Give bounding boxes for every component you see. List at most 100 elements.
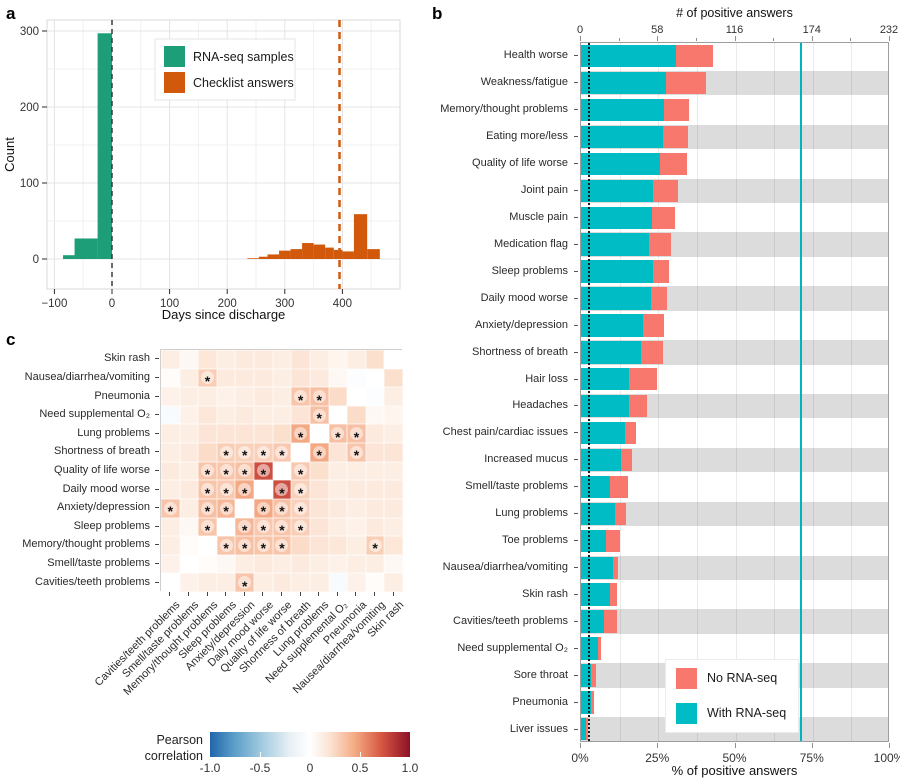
heatmap-cell [291,405,310,425]
heatmap-cell: * [235,536,255,556]
bar-category-label: Headaches [512,399,568,412]
heatmap-cell [198,405,217,425]
top-axis-title: # of positive answers [676,6,793,20]
significance-marker: * [235,536,254,556]
asterisk-icon: * [238,576,252,594]
bar-no-rnaseq [652,260,670,283]
asterisk-icon: * [256,445,270,463]
heatmap-col-tick [243,592,245,596]
bar-category-label: Memory/thought problems [440,103,568,116]
asterisk-glyph: * [223,447,229,464]
asterisk-icon: * [275,501,289,519]
histogram-bar [353,214,368,259]
bar-category-label: Muscle pain [509,211,568,223]
heatmap-cell: * [216,536,236,556]
row-tick [574,540,578,542]
bar-with-rnaseq [581,233,649,256]
row-tick [574,647,578,649]
heatmap-cell [291,350,310,369]
top-tick-mark [657,36,659,41]
heatmap-cell: * [235,443,255,463]
heatmap-cell [309,554,329,574]
histogram-bar [247,258,259,259]
heatmap-cell: * [216,443,236,464]
bar-with-rnaseq [581,71,666,95]
heatmap-cell [161,536,180,555]
significance-marker: * [291,480,310,501]
bar-no-rnaseq [591,691,594,714]
bottom-tick-label: 100% [873,751,900,765]
asterisk-glyph: * [297,521,304,538]
row-tick [574,163,578,165]
heatmap-row-label: Anxiety/depression [57,501,150,514]
bar-no-rnaseq [621,448,632,472]
heatmap-cell [384,405,403,425]
heatmap-cell: * [328,424,348,445]
top-minor-tick [695,38,697,41]
bar-category-label: Medication flag [494,237,568,250]
heatmap-cell [216,517,236,537]
heatmap-cell [365,405,385,425]
legend-item-no-rnaseq: No RNA-seq [676,667,777,689]
asterisk-glyph: * [353,447,360,464]
gridline [619,43,621,741]
heatmap-cell [179,405,199,425]
gridline [851,43,853,741]
significance-marker: * [235,573,254,594]
top-tick-mark [889,36,890,41]
gridline [735,43,737,741]
heatmap-row-label: Pneumonia [94,389,150,402]
significance-marker: * [217,462,236,482]
top-tick-label: 116 [725,24,744,36]
bar-no-rnaseq [628,395,647,418]
stacked-bar-plot-area [580,42,889,742]
row-tick [574,432,578,434]
histogram-bar [97,33,112,259]
heatmap-cell [384,554,403,574]
heatmap-cell [161,461,180,481]
heatmap-cell: * [198,368,217,389]
asterisk-icon: * [201,483,215,501]
bar-no-rnaseq [586,718,589,741]
asterisk-glyph: * [372,540,378,557]
significance-marker: * [235,443,254,463]
heatmap-col-tick [374,592,376,596]
bar-no-rnaseq [641,341,664,364]
histogram-bar [74,238,98,259]
significance-marker: * [310,443,329,463]
heatmap-cell [235,498,255,518]
asterisk-icon: * [256,464,270,482]
row-tick [574,567,578,568]
heatmap-col-tick [225,592,227,596]
bar-category-label: Cavities/teeth problems [453,614,568,627]
heatmap-cell: * [235,573,255,594]
heatmap-cell [309,461,329,481]
heatmap-cell [365,498,385,518]
histogram-bar [367,249,380,259]
legend-swatch [164,72,185,93]
asterisk-icon: * [294,427,308,445]
heatmap-cell [291,554,310,574]
asterisk-icon: * [201,464,215,482]
heatmap-cell [384,387,403,406]
heatmap-cell: * [272,536,292,556]
y-tick-label: 300 [20,26,39,38]
asterisk-glyph: * [297,465,304,482]
heatmap-cell [179,554,199,574]
bar-with-rnaseq [581,125,663,149]
heatmap-cell [254,554,273,574]
heatmap-row-label: Quality of life worse [54,464,150,476]
asterisk-icon: * [331,427,345,445]
asterisk-icon: * [294,390,308,408]
legend-swatch-no-rnaseq [676,667,697,689]
bar-with-rnaseq [581,691,592,714]
heatmap-cell: * [291,480,310,501]
asterisk-glyph: * [260,465,267,482]
row-tick [574,674,578,676]
asterisk-glyph: * [242,521,248,538]
heatmap-cell [161,573,180,592]
bottom-tick-label: 0% [571,751,589,765]
asterisk-icon: * [201,501,215,519]
heatmap-row-label: Shortness of breath [53,445,150,458]
heatmap-cell: * [365,536,385,557]
